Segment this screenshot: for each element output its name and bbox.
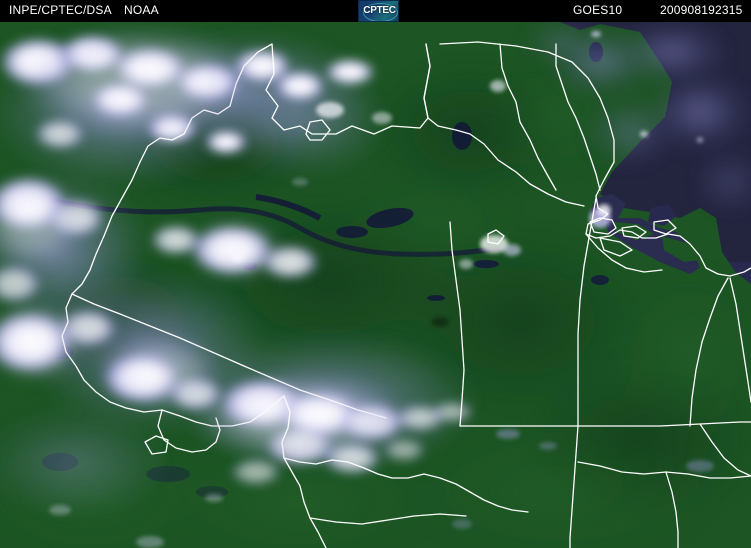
header-bar: INPE/CPTEC/DSA NOAA CPTEC GOES10 2009081… — [0, 0, 751, 22]
satellite-label: GOES10 — [573, 3, 623, 17]
timestamp-label: 200908192315 — [660, 3, 743, 17]
agency-label: INPE/CPTEC/DSA — [9, 3, 112, 17]
satellite-imagery — [0, 22, 751, 548]
cptec-logo-ring — [363, 3, 398, 21]
network-label: NOAA — [124, 3, 159, 17]
cloud-overlay — [0, 27, 410, 460]
cptec-logo-label: CPTEC — [363, 5, 396, 16]
satellite-image-canvas — [0, 22, 751, 548]
cptec-logo: CPTEC — [358, 0, 399, 22]
